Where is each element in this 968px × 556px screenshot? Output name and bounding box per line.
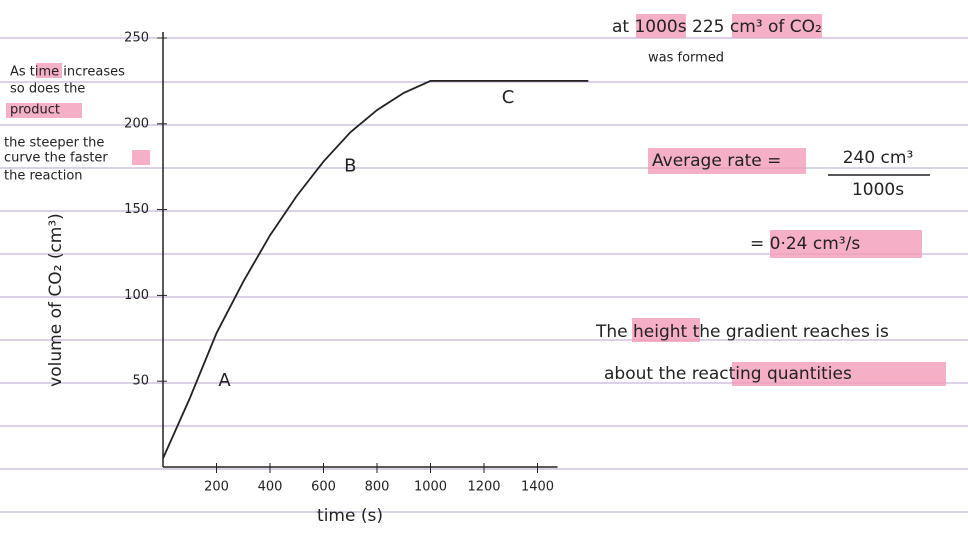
y-tick-label: 150 [124, 202, 149, 217]
note: curve the faster [4, 151, 108, 166]
y-tick-label: 50 [132, 374, 149, 389]
note: at 1000s 225 cm³ of CO₂ [612, 17, 822, 37]
ruled-lines [0, 37, 968, 513]
rate-numerator: 240 cm³ [843, 148, 914, 168]
y-tick-label: 250 [124, 31, 149, 46]
note: was formed [648, 51, 724, 66]
x-tick-label: 200 [204, 480, 229, 495]
x-tick-label: 400 [258, 480, 283, 495]
point-label: A [218, 370, 231, 391]
note: about the reacting quantities [604, 364, 852, 384]
x-tick-label: 600 [311, 480, 336, 495]
note: The height the gradient reaches is [595, 322, 889, 342]
note: so does the [10, 82, 85, 97]
x-tick-label: 800 [365, 480, 390, 495]
point-label: B [344, 156, 356, 177]
highlights [6, 14, 946, 386]
rate-result: = 0·24 cm³/s [750, 234, 860, 254]
data-line [162, 80, 589, 459]
note: As time increases [10, 65, 125, 80]
y-tick-label: 100 [124, 288, 149, 303]
y-tick-label: 200 [124, 116, 149, 131]
note: the reaction [4, 169, 83, 184]
point-label: C [502, 87, 515, 108]
y-axis-label: volume of CO₂ (cm³) [46, 213, 66, 387]
x-tick-label: 1200 [467, 480, 500, 495]
note: the steeper the [4, 136, 104, 151]
rate-label: Average rate = [652, 151, 781, 171]
x-tick-label: 1400 [521, 480, 554, 495]
note: product [10, 103, 60, 118]
x-tick-label: 1000 [414, 480, 447, 495]
x-axis-label: time (s) [317, 506, 383, 526]
rate-denominator: 1000s [852, 180, 904, 200]
